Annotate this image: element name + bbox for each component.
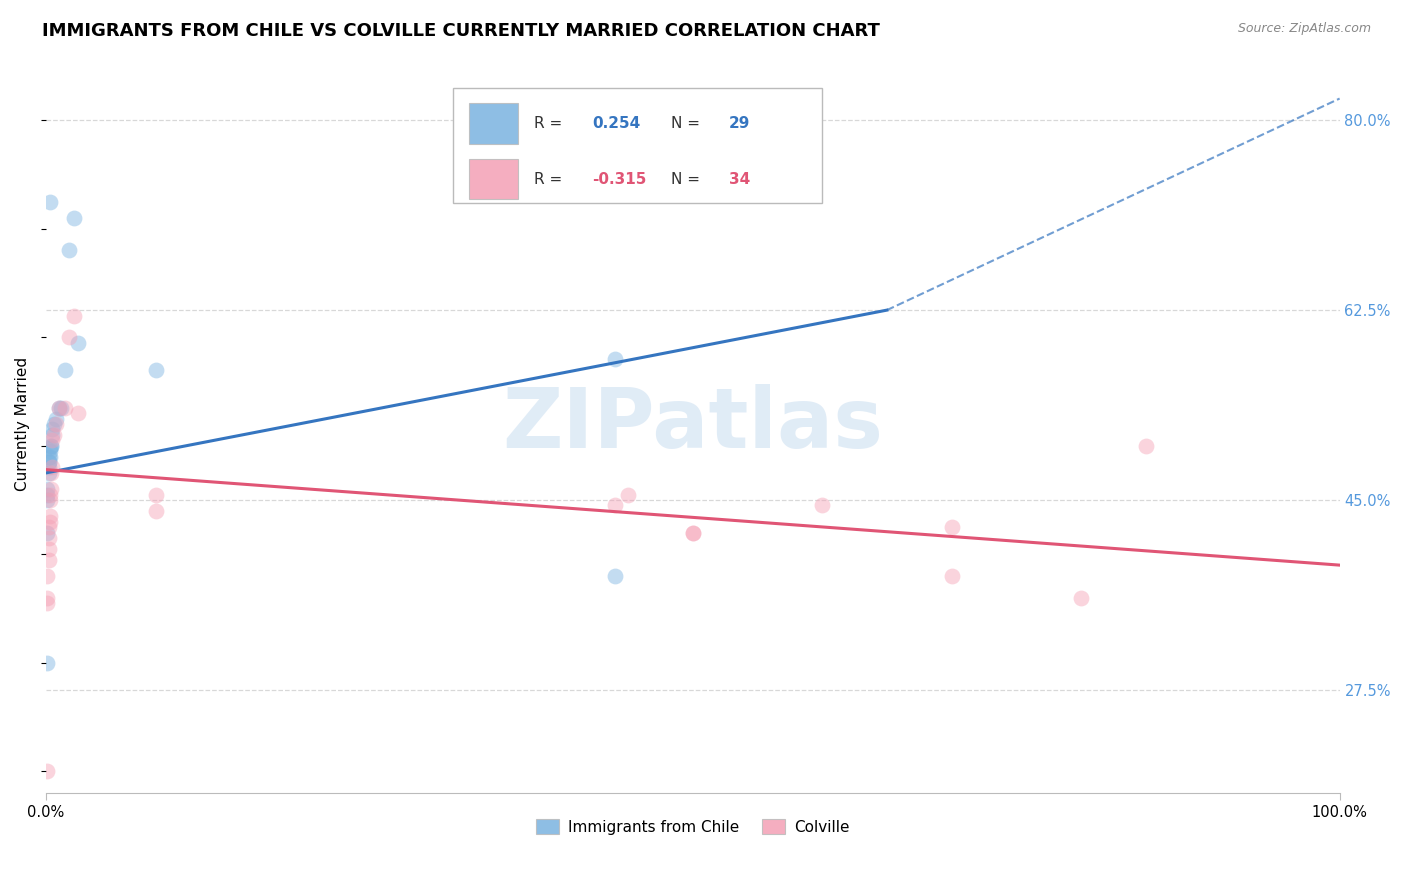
Point xyxy=(67,335,90,350)
Point xyxy=(48,401,70,415)
Point xyxy=(682,525,704,540)
Point xyxy=(37,591,59,605)
Point xyxy=(38,466,60,480)
Point xyxy=(37,525,59,540)
Point xyxy=(45,417,67,431)
Point xyxy=(63,211,86,225)
Point xyxy=(37,487,59,501)
Point xyxy=(41,460,63,475)
Point xyxy=(605,569,627,583)
Point xyxy=(39,482,62,496)
Point xyxy=(39,439,62,453)
Legend: Immigrants from Chile, Colville: Immigrants from Chile, Colville xyxy=(530,813,856,840)
Point xyxy=(48,401,70,415)
FancyBboxPatch shape xyxy=(454,88,823,202)
Point xyxy=(617,487,640,501)
Point xyxy=(63,309,86,323)
Point xyxy=(38,509,60,524)
Point xyxy=(53,363,76,377)
Point xyxy=(941,520,963,534)
Point xyxy=(45,411,67,425)
Point xyxy=(1135,439,1157,453)
Point xyxy=(41,434,63,448)
Point xyxy=(58,244,80,258)
Text: R =: R = xyxy=(534,116,567,131)
Text: 0.254: 0.254 xyxy=(592,116,640,131)
Text: Source: ZipAtlas.com: Source: ZipAtlas.com xyxy=(1237,22,1371,36)
Point xyxy=(145,487,167,501)
Point xyxy=(37,596,59,610)
Point xyxy=(38,493,60,508)
Text: -0.315: -0.315 xyxy=(592,171,647,186)
Point xyxy=(37,656,59,670)
Bar xyxy=(470,159,519,200)
Point xyxy=(37,493,59,508)
Text: N =: N = xyxy=(671,171,704,186)
Point xyxy=(38,455,60,469)
Point xyxy=(682,525,704,540)
Point xyxy=(51,401,73,415)
Point xyxy=(811,499,834,513)
Point xyxy=(38,487,60,501)
Y-axis label: Currently Married: Currently Married xyxy=(15,357,30,491)
Point xyxy=(37,482,59,496)
Point xyxy=(38,450,60,464)
Point xyxy=(42,428,65,442)
Point xyxy=(38,520,60,534)
Point xyxy=(605,351,627,366)
Point xyxy=(38,450,60,464)
Point xyxy=(941,569,963,583)
Point xyxy=(67,406,90,420)
Point xyxy=(41,428,63,442)
Point xyxy=(53,401,76,415)
Point xyxy=(37,764,59,779)
Point xyxy=(38,441,60,455)
Point xyxy=(38,460,60,475)
Point xyxy=(38,194,60,209)
Text: 34: 34 xyxy=(730,171,751,186)
Point xyxy=(39,439,62,453)
Text: R =: R = xyxy=(534,171,567,186)
Point xyxy=(145,363,167,377)
Text: IMMIGRANTS FROM CHILE VS COLVILLE CURRENTLY MARRIED CORRELATION CHART: IMMIGRANTS FROM CHILE VS COLVILLE CURREN… xyxy=(42,22,880,40)
Point xyxy=(39,466,62,480)
Point xyxy=(37,569,59,583)
Point xyxy=(42,417,65,431)
Point xyxy=(38,541,60,556)
Point xyxy=(145,504,167,518)
Point xyxy=(41,422,63,436)
Point xyxy=(38,531,60,545)
Point xyxy=(58,330,80,344)
Point xyxy=(38,455,60,469)
Point xyxy=(1070,591,1092,605)
Point xyxy=(605,499,627,513)
Text: ZIPatlas: ZIPatlas xyxy=(502,384,883,465)
Bar xyxy=(470,103,519,144)
Point xyxy=(38,444,60,458)
Point xyxy=(38,552,60,566)
Text: N =: N = xyxy=(671,116,704,131)
Point xyxy=(38,515,60,529)
Text: 29: 29 xyxy=(730,116,751,131)
